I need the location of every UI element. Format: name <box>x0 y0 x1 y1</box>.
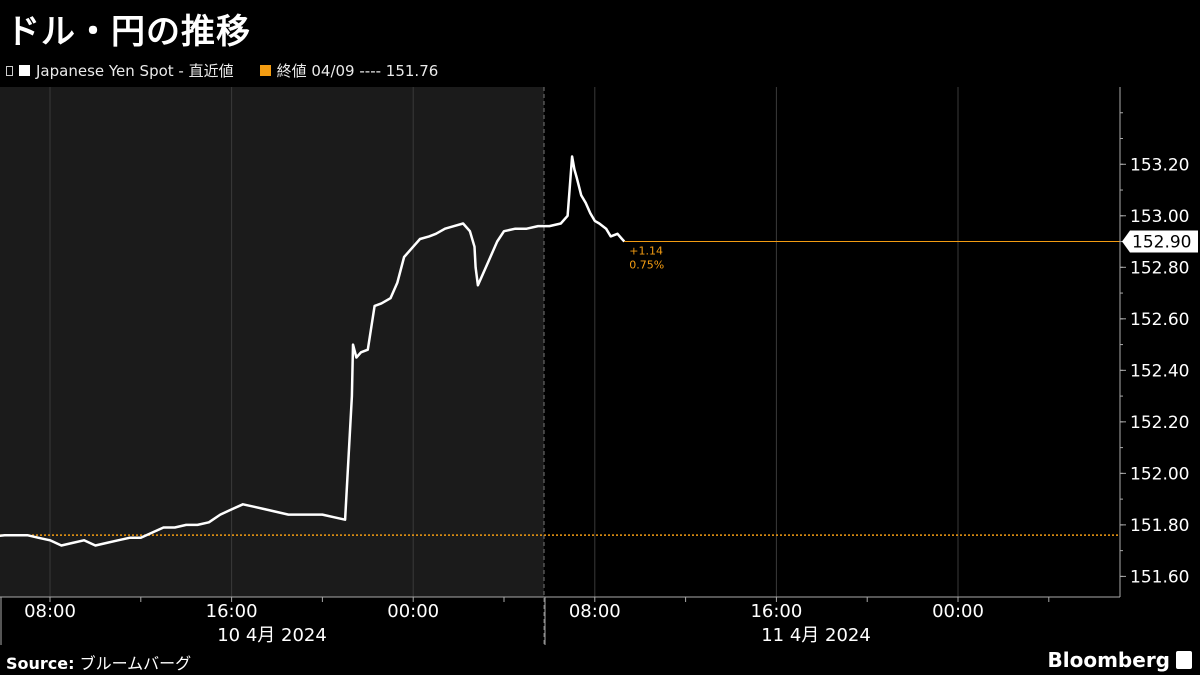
shaded-region <box>0 87 544 597</box>
legend-series-label: Japanese Yen Spot - 直近値 <box>36 62 234 80</box>
date-label-1: 10 4月 2024 <box>217 625 327 646</box>
bloomberg-logo-icon <box>1176 651 1192 669</box>
change-pct-label: 0.75% <box>629 259 664 272</box>
x-tick-label: 16:00 <box>750 601 802 622</box>
close-swatch <box>259 65 271 76</box>
series-marker-icon <box>6 65 13 76</box>
y-tick-label: 151.60 <box>1130 567 1189 587</box>
source-text: ブルームバーグ <box>79 654 192 673</box>
x-tick-label: 16:00 <box>206 601 258 622</box>
x-tick-label: 00:00 <box>932 601 984 622</box>
legend-close-label: 終値 04/09 ---- 151.76 <box>276 62 439 80</box>
x-tick-label: 00:00 <box>387 601 439 622</box>
y-tick-label: 151.80 <box>1130 516 1189 536</box>
last-value-badge: 152.90 <box>1122 230 1198 253</box>
brand-name: Bloomberg <box>1047 648 1170 672</box>
y-tick-label: 152.80 <box>1130 258 1189 278</box>
brand: Bloomberg <box>1048 648 1192 672</box>
chart-title: ドル・円の推移 <box>6 12 251 52</box>
y-axis-ticks: 151.60 151.80 152.00 152.20 152.40 152.60 152.… <box>1120 112 1189 587</box>
price-line <box>0 155 626 547</box>
x-tick-label: 08:00 <box>569 601 621 622</box>
last-value-label: 152.90 <box>1132 233 1191 253</box>
y-tick-label: 153.20 <box>1130 155 1189 175</box>
source-footer: Source: ブルームバーグ <box>6 650 191 674</box>
date-label-2: 11 4月 2024 <box>761 625 871 646</box>
y-tick-label: 152.60 <box>1130 310 1189 330</box>
series-swatch <box>19 65 30 76</box>
grid-lines <box>49 87 959 597</box>
y-tick-label: 152.00 <box>1130 464 1189 484</box>
x-tick-label: 08:00 <box>24 601 76 622</box>
y-tick-label: 153.00 <box>1130 207 1189 227</box>
source-label: Source: <box>6 654 75 673</box>
y-tick-label: 152.40 <box>1130 361 1189 381</box>
y-tick-label: 152.20 <box>1130 413 1189 433</box>
change-label: +1.14 <box>629 245 663 258</box>
legend: Japanese Yen Spot - 直近値 終値 04/09 ---- 15… <box>6 60 438 81</box>
x-axis-ticks: 08:00 16:00 00:00 08:00 16:00 00:00 <box>0 597 1050 645</box>
